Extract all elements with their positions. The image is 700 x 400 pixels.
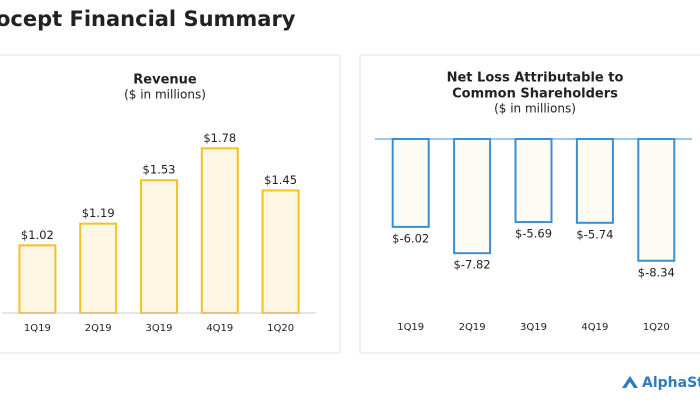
x-tick-label: 4Q19 bbox=[206, 323, 233, 334]
value-label: $1.45 bbox=[264, 173, 297, 187]
bar bbox=[637, 138, 676, 262]
bar bbox=[18, 244, 57, 314]
bar bbox=[200, 147, 239, 314]
bar bbox=[140, 179, 178, 314]
x-tick-label: 4Q19 bbox=[581, 322, 608, 333]
x-tick-label: 1Q19 bbox=[24, 323, 51, 334]
bar bbox=[575, 138, 614, 224]
chart-title: Common Shareholders bbox=[452, 87, 618, 102]
value-label: $1.53 bbox=[143, 163, 176, 177]
value-label: $-7.82 bbox=[454, 258, 491, 272]
value-label: $-5.74 bbox=[576, 227, 613, 241]
value-label: $-5.69 bbox=[515, 227, 552, 241]
bar bbox=[453, 138, 492, 255]
value-label: $-8.34 bbox=[638, 265, 675, 279]
logo-icon bbox=[622, 376, 638, 388]
chart-title: Revenue bbox=[133, 73, 197, 88]
x-tick-label: 1Q19 bbox=[397, 322, 424, 333]
bar bbox=[261, 189, 300, 314]
bar bbox=[391, 138, 430, 228]
logo: AlphaStreet bbox=[642, 375, 700, 391]
x-tick-label: 3Q19 bbox=[520, 322, 547, 333]
chart-subtitle: ($ in millions) bbox=[494, 102, 576, 116]
x-tick-label: 2Q19 bbox=[85, 323, 112, 334]
x-tick-label: 1Q20 bbox=[267, 323, 294, 334]
chart-title: Net Loss Attributable to bbox=[447, 71, 624, 86]
page-title: ocept Financial Summary bbox=[0, 7, 296, 31]
x-tick-label: 2Q19 bbox=[459, 322, 486, 333]
x-tick-label: 1Q20 bbox=[643, 322, 670, 333]
x-tick-label: 3Q19 bbox=[146, 323, 173, 334]
value-label: $1.78 bbox=[203, 131, 236, 145]
value-label: $-6.02 bbox=[392, 231, 429, 245]
bar bbox=[79, 222, 118, 314]
value-label: $1.19 bbox=[82, 206, 115, 220]
value-label: $1.02 bbox=[21, 228, 54, 242]
bar bbox=[514, 138, 553, 224]
chart-subtitle: ($ in millions) bbox=[124, 88, 206, 102]
